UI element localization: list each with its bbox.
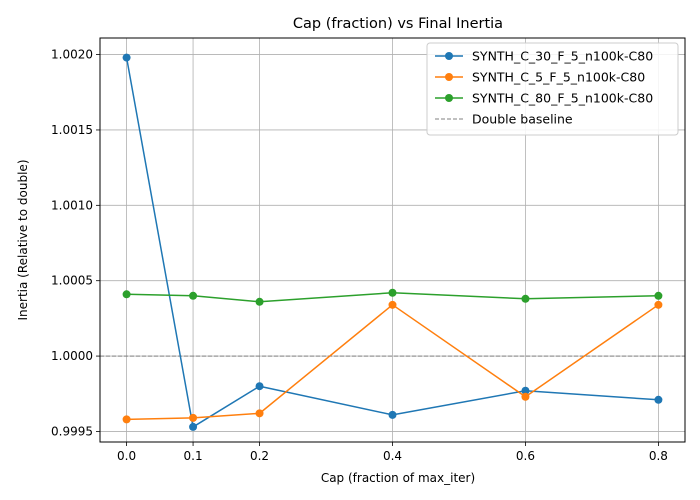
data-point — [388, 288, 397, 297]
legend: SYNTH_C_30_F_5_n100k-C80 SYNTH_C_5_F_5_n1… — [426, 42, 679, 136]
data-point — [255, 409, 264, 418]
legend-box — [426, 42, 679, 136]
x-tick-label: 0.8 — [649, 449, 668, 463]
legend-label: Double baseline — [472, 112, 573, 127]
data-point — [255, 382, 264, 391]
series-line-1 — [126, 304, 659, 421]
x-tick-label: 0.4 — [383, 449, 402, 463]
x-axis-label: Cap (fraction of max_iter) — [321, 471, 475, 485]
data-point — [654, 395, 663, 404]
series-line-0 — [125, 57, 659, 428]
data-point — [388, 300, 397, 309]
y-tick-label: 1.0015 — [51, 123, 93, 137]
x-tick-label: 0.1 — [184, 449, 203, 463]
legend-label: SYNTH_C_5_F_5_n100k-C80 — [472, 70, 645, 85]
y-tick-label: 1.0010 — [51, 198, 93, 212]
series-line-2 — [126, 292, 659, 303]
legend-label: SYNTH_C_80_F_5_n100k-C80 — [472, 91, 653, 106]
legend-swatch-marker — [445, 94, 453, 102]
data-point — [388, 410, 397, 419]
data-point — [654, 300, 663, 309]
legend-swatch-marker — [445, 52, 453, 60]
data-point — [189, 422, 198, 431]
legend-label: SYNTH_C_30_F_5_n100k-C80 — [472, 49, 653, 64]
y-tick-label: 1.0020 — [51, 48, 93, 62]
data-point — [654, 291, 663, 300]
x-tick-label: 0.0 — [117, 449, 136, 463]
data-point — [521, 386, 530, 395]
y-tick-label: 1.0005 — [51, 274, 93, 288]
x-tick-label: 0.6 — [516, 449, 535, 463]
data-point — [122, 290, 131, 299]
y-tick-label: 1.0000 — [51, 349, 93, 363]
y-axis-label: Inertia (Relative to double) — [16, 160, 30, 321]
data-point — [189, 291, 198, 300]
data-point — [521, 294, 530, 303]
data-point — [122, 53, 131, 62]
data-point — [122, 415, 131, 424]
legend-swatch-marker — [445, 73, 453, 81]
data-point — [189, 413, 198, 422]
data-point — [255, 297, 264, 306]
x-tick-label: 0.2 — [250, 449, 269, 463]
data-point — [521, 392, 530, 401]
y-tick-label: 0.9995 — [51, 424, 93, 438]
chart-title: Cap (fraction) vs Final Inertia — [293, 16, 503, 32]
